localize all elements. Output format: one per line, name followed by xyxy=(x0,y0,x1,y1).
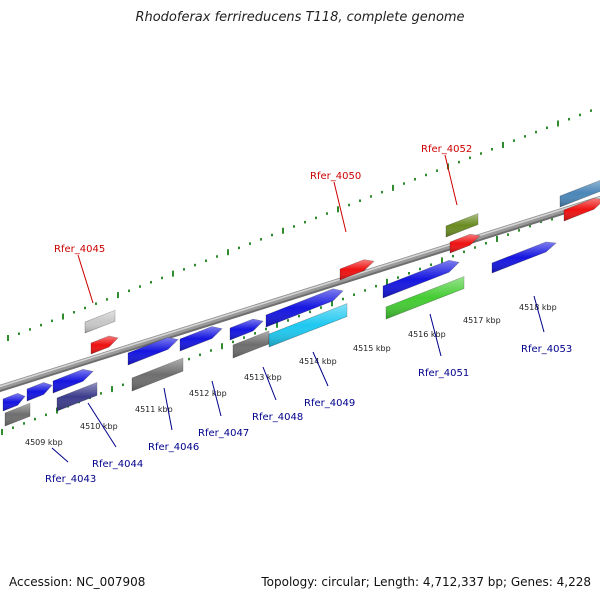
scale-label: 4509 kbp xyxy=(25,438,63,447)
gene-arrow-shading xyxy=(340,259,374,280)
gene-block-shading xyxy=(560,180,600,207)
backbone-highlight xyxy=(0,196,600,388)
feature-labels: 4509 kbp 4510 kbp 4511 kbp 4512 kbp 4513 kbp… xyxy=(25,144,572,485)
scale-label: 4518 kbp xyxy=(519,303,557,312)
accession-label: Accession: NC_007908 xyxy=(9,575,146,589)
leader-line xyxy=(444,154,458,206)
scale-label: 4515 kbp xyxy=(353,344,391,353)
highlighted-gene-label: Rfer_4045 xyxy=(54,244,105,255)
leader-line xyxy=(333,181,347,233)
scale-label: 4513 kbp xyxy=(244,373,282,382)
gene-arrow-shading xyxy=(180,326,222,351)
scale-label: 4517 kbp xyxy=(463,316,501,325)
leader-line xyxy=(211,380,222,417)
leader-line xyxy=(262,366,277,401)
gene-label: Rfer_4043 xyxy=(45,474,96,485)
gene-arrow-shading xyxy=(27,382,52,401)
gene-block-shading xyxy=(233,330,269,358)
gene-arrow-shading xyxy=(128,337,178,365)
gene-arrow-shading xyxy=(230,319,263,340)
genome-backbone xyxy=(0,195,600,393)
gene-arrow-shading xyxy=(3,393,25,411)
gene-block-shading xyxy=(269,303,347,347)
highlighted-gene-label: Rfer_4052 xyxy=(421,144,472,155)
gene-label: Rfer_4046 xyxy=(148,442,199,453)
scale-label: 4516 kbp xyxy=(408,330,446,339)
gene-arrow-shading xyxy=(450,234,480,253)
genome-info-label: Topology: circular; Length: 4,712,337 bp… xyxy=(261,575,591,589)
gene-arrow-shading xyxy=(266,288,343,327)
gene-features xyxy=(2,180,600,427)
gene-block-shading xyxy=(446,213,478,237)
gene-arrow-shading xyxy=(492,241,556,273)
leader-line xyxy=(77,254,94,304)
gene-arrow-shading xyxy=(383,260,459,298)
tick-rows xyxy=(1,109,597,435)
gene-arrow-shading xyxy=(91,335,118,354)
gene-label: Rfer_4048 xyxy=(252,412,303,423)
leader-line xyxy=(51,447,69,463)
scale-label: 4511 kbp xyxy=(135,405,173,414)
leader-line xyxy=(533,295,545,333)
scale-label: 4514 kbp xyxy=(299,357,337,366)
gene-block-shading xyxy=(57,382,97,411)
gene-arrow-shading xyxy=(564,198,600,221)
leader-line xyxy=(87,402,117,448)
gene-label: Rfer_4047 xyxy=(198,428,249,439)
gene-label: Rfer_4053 xyxy=(521,344,572,355)
gene-block-shading xyxy=(85,310,115,333)
highlighted-gene-label: Rfer_4050 xyxy=(310,171,361,182)
backbone-line xyxy=(0,195,600,391)
leader-line xyxy=(429,313,442,357)
gene-label: Rfer_4044 xyxy=(92,459,143,470)
page-title: Rhodoferax ferrireducens T118, complete … xyxy=(135,10,465,25)
gene-block-shading xyxy=(132,358,183,391)
leader-line xyxy=(163,387,173,431)
gene-label: Rfer_4051 xyxy=(418,368,469,379)
gene-block-shading xyxy=(386,276,464,319)
leader-line xyxy=(312,351,329,387)
gene-label: Rfer_4049 xyxy=(304,398,355,409)
scale-label: 4512 kbp xyxy=(189,389,227,398)
gene-arrow-shading xyxy=(53,369,93,393)
gene-block-shading xyxy=(5,403,30,426)
scale-label: 4510 kbp xyxy=(80,422,118,431)
